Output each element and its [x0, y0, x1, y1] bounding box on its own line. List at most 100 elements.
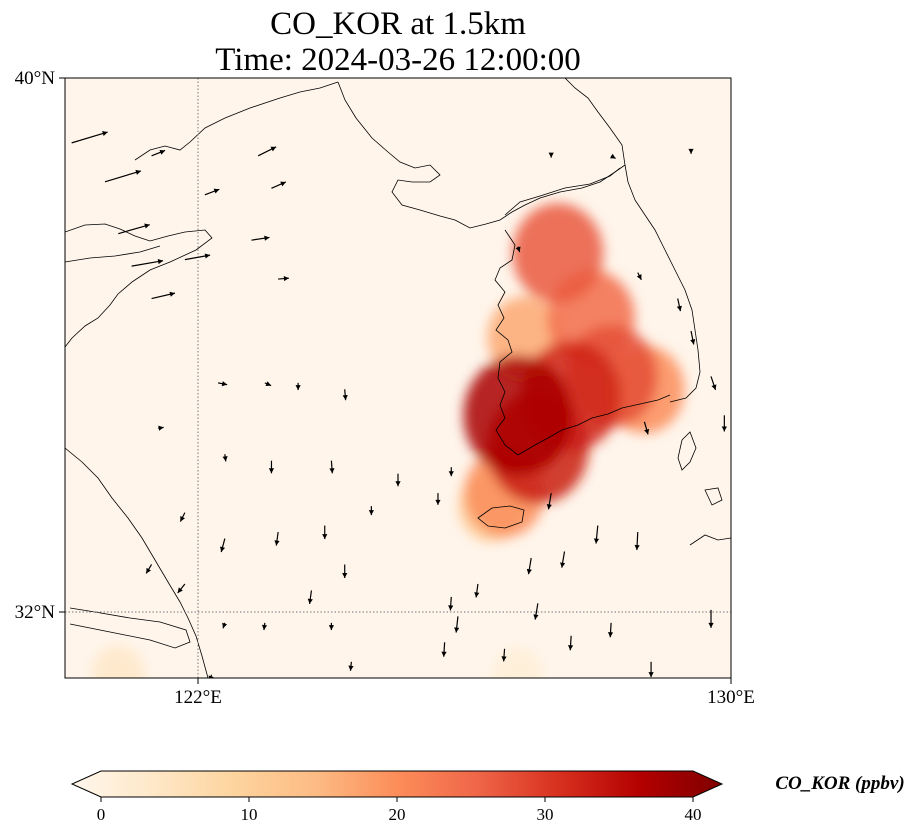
wind-arrow-50 [348, 661, 354, 671]
co-hotspot-1 [91, 645, 145, 678]
wind-arrow-38 [546, 493, 552, 510]
colorbar-tick-label-0: 0 [97, 805, 106, 824]
co-concentration-field [91, 203, 685, 678]
wind-arrow-52 [548, 152, 554, 158]
coastline-tsushima [677, 431, 697, 471]
wind-arrow-20 [395, 473, 401, 487]
coastline-shandong [65, 245, 161, 263]
wind-arrow-36 [593, 525, 600, 544]
wind-arrow-9 [271, 181, 287, 189]
wind-arrow-16 [158, 425, 164, 431]
wind-arrow-53 [609, 153, 616, 160]
wind-arrow-18 [222, 454, 228, 462]
wind-arrow-37 [634, 532, 640, 551]
wind-arrow-8 [251, 235, 270, 241]
coastline-korea-south [517, 394, 671, 456]
map-title-line1: CO_KOR at 1.5km [270, 6, 526, 42]
coastline-kyushu [689, 487, 731, 546]
colorbar-tick-label-20: 20 [389, 805, 406, 824]
coastline-bohai-north [134, 81, 339, 161]
coastline-china-korea-border [504, 167, 621, 216]
wind-arrow-2 [118, 223, 150, 235]
wind-arrow-51 [648, 661, 654, 678]
wind-arrow-30 [177, 583, 186, 594]
map-frame [64, 77, 732, 679]
wind-arrow-45 [501, 648, 507, 662]
colorbar-ticks: 0 10 20 30 40 [97, 797, 702, 824]
coastline-yangtze [69, 607, 191, 649]
wind-arrow-21 [435, 493, 441, 505]
coastline-korea-east [624, 164, 701, 403]
wind-arrow-15 [342, 389, 348, 401]
lat-tick-label-32: 32°N [15, 602, 56, 623]
coastline-korea-west [494, 229, 519, 456]
wind-arrow-33 [474, 583, 480, 598]
lat-axis: 40°N 32°N [15, 68, 65, 623]
wind-arrow-55 [636, 272, 642, 281]
wind-arrow-22 [448, 467, 454, 477]
co-hotspot-7 [512, 203, 604, 304]
co-hotspot-11 [463, 355, 573, 476]
wind-arrow-0 [71, 131, 108, 144]
wind-arrow-10 [257, 146, 277, 157]
wind-arrow-44 [441, 642, 447, 657]
coastline-korea-north-east [564, 78, 626, 166]
lat-tick-label-40: 40°N [15, 68, 56, 89]
wind-arrow-13 [264, 381, 272, 387]
wind-arrow-40 [454, 616, 460, 633]
lon-axis: 122°E 130°E [174, 678, 755, 708]
wind-arrow-46 [567, 635, 574, 651]
coastline-china-east [65, 447, 209, 678]
wind-arrow-11 [278, 276, 289, 282]
wind-arrow-43 [328, 622, 334, 631]
wind-arrow-47 [607, 622, 614, 638]
wind-arrow-1 [104, 169, 142, 183]
colorbar-tick-label-40: 40 [685, 805, 702, 824]
lon-tick-label-122: 122°E [174, 687, 222, 708]
wind-arrow-24 [179, 512, 186, 522]
co-hotspot-0 [493, 647, 543, 678]
map-title-line2: Time: 2024-03-26 12:00:00 [215, 42, 581, 78]
wind-arrow-6 [184, 253, 211, 261]
wind-arrow-56 [676, 298, 682, 312]
wind-arrow-60 [643, 421, 650, 435]
colorbar: 0 10 20 30 40 CO_KOR (ppbv) [70, 770, 905, 824]
wind-arrow-27 [322, 525, 328, 540]
wind-arrow-42 [261, 622, 268, 631]
wind-arrow-14 [295, 382, 301, 391]
colorbar-bar [70, 770, 724, 798]
wind-arrow-41 [222, 622, 228, 629]
wind-arrow-12 [218, 381, 228, 387]
colorbar-tick-label-30: 30 [537, 805, 554, 824]
wind-arrow-54 [688, 148, 694, 154]
wind-vectors [71, 131, 727, 678]
gridlines [65, 78, 731, 678]
wind-arrow-19 [329, 460, 335, 474]
wind-arrow-57 [690, 330, 696, 345]
wind-arrow-28 [342, 564, 348, 578]
wind-arrow-58 [710, 376, 717, 391]
wind-arrow-25 [220, 538, 226, 553]
wind-arrow-17 [268, 460, 275, 474]
wind-arrow-34 [533, 603, 539, 620]
wind-arrow-5 [151, 291, 176, 300]
wind-arrow-35 [560, 551, 566, 568]
map-plot-area [65, 78, 731, 678]
wind-arrow-4 [131, 258, 164, 267]
wind-arrow-26 [274, 531, 280, 546]
wind-arrow-3 [151, 149, 166, 157]
coastlines [65, 78, 731, 678]
lon-tick-label-130: 130°E [707, 687, 755, 708]
coastline-china-north [65, 223, 213, 348]
wind-arrow-59 [721, 415, 727, 432]
colorbar-tick-label-10: 10 [241, 805, 258, 824]
wind-arrow-7 [204, 188, 220, 196]
coastline-jeju [477, 505, 525, 529]
wind-arrow-61 [515, 246, 521, 253]
wind-arrow-29 [145, 564, 153, 574]
wind-arrow-23 [368, 506, 374, 516]
wind-arrow-31 [307, 590, 313, 605]
wind-arrow-48 [708, 609, 714, 628]
coastline-liaodong [337, 81, 626, 229]
